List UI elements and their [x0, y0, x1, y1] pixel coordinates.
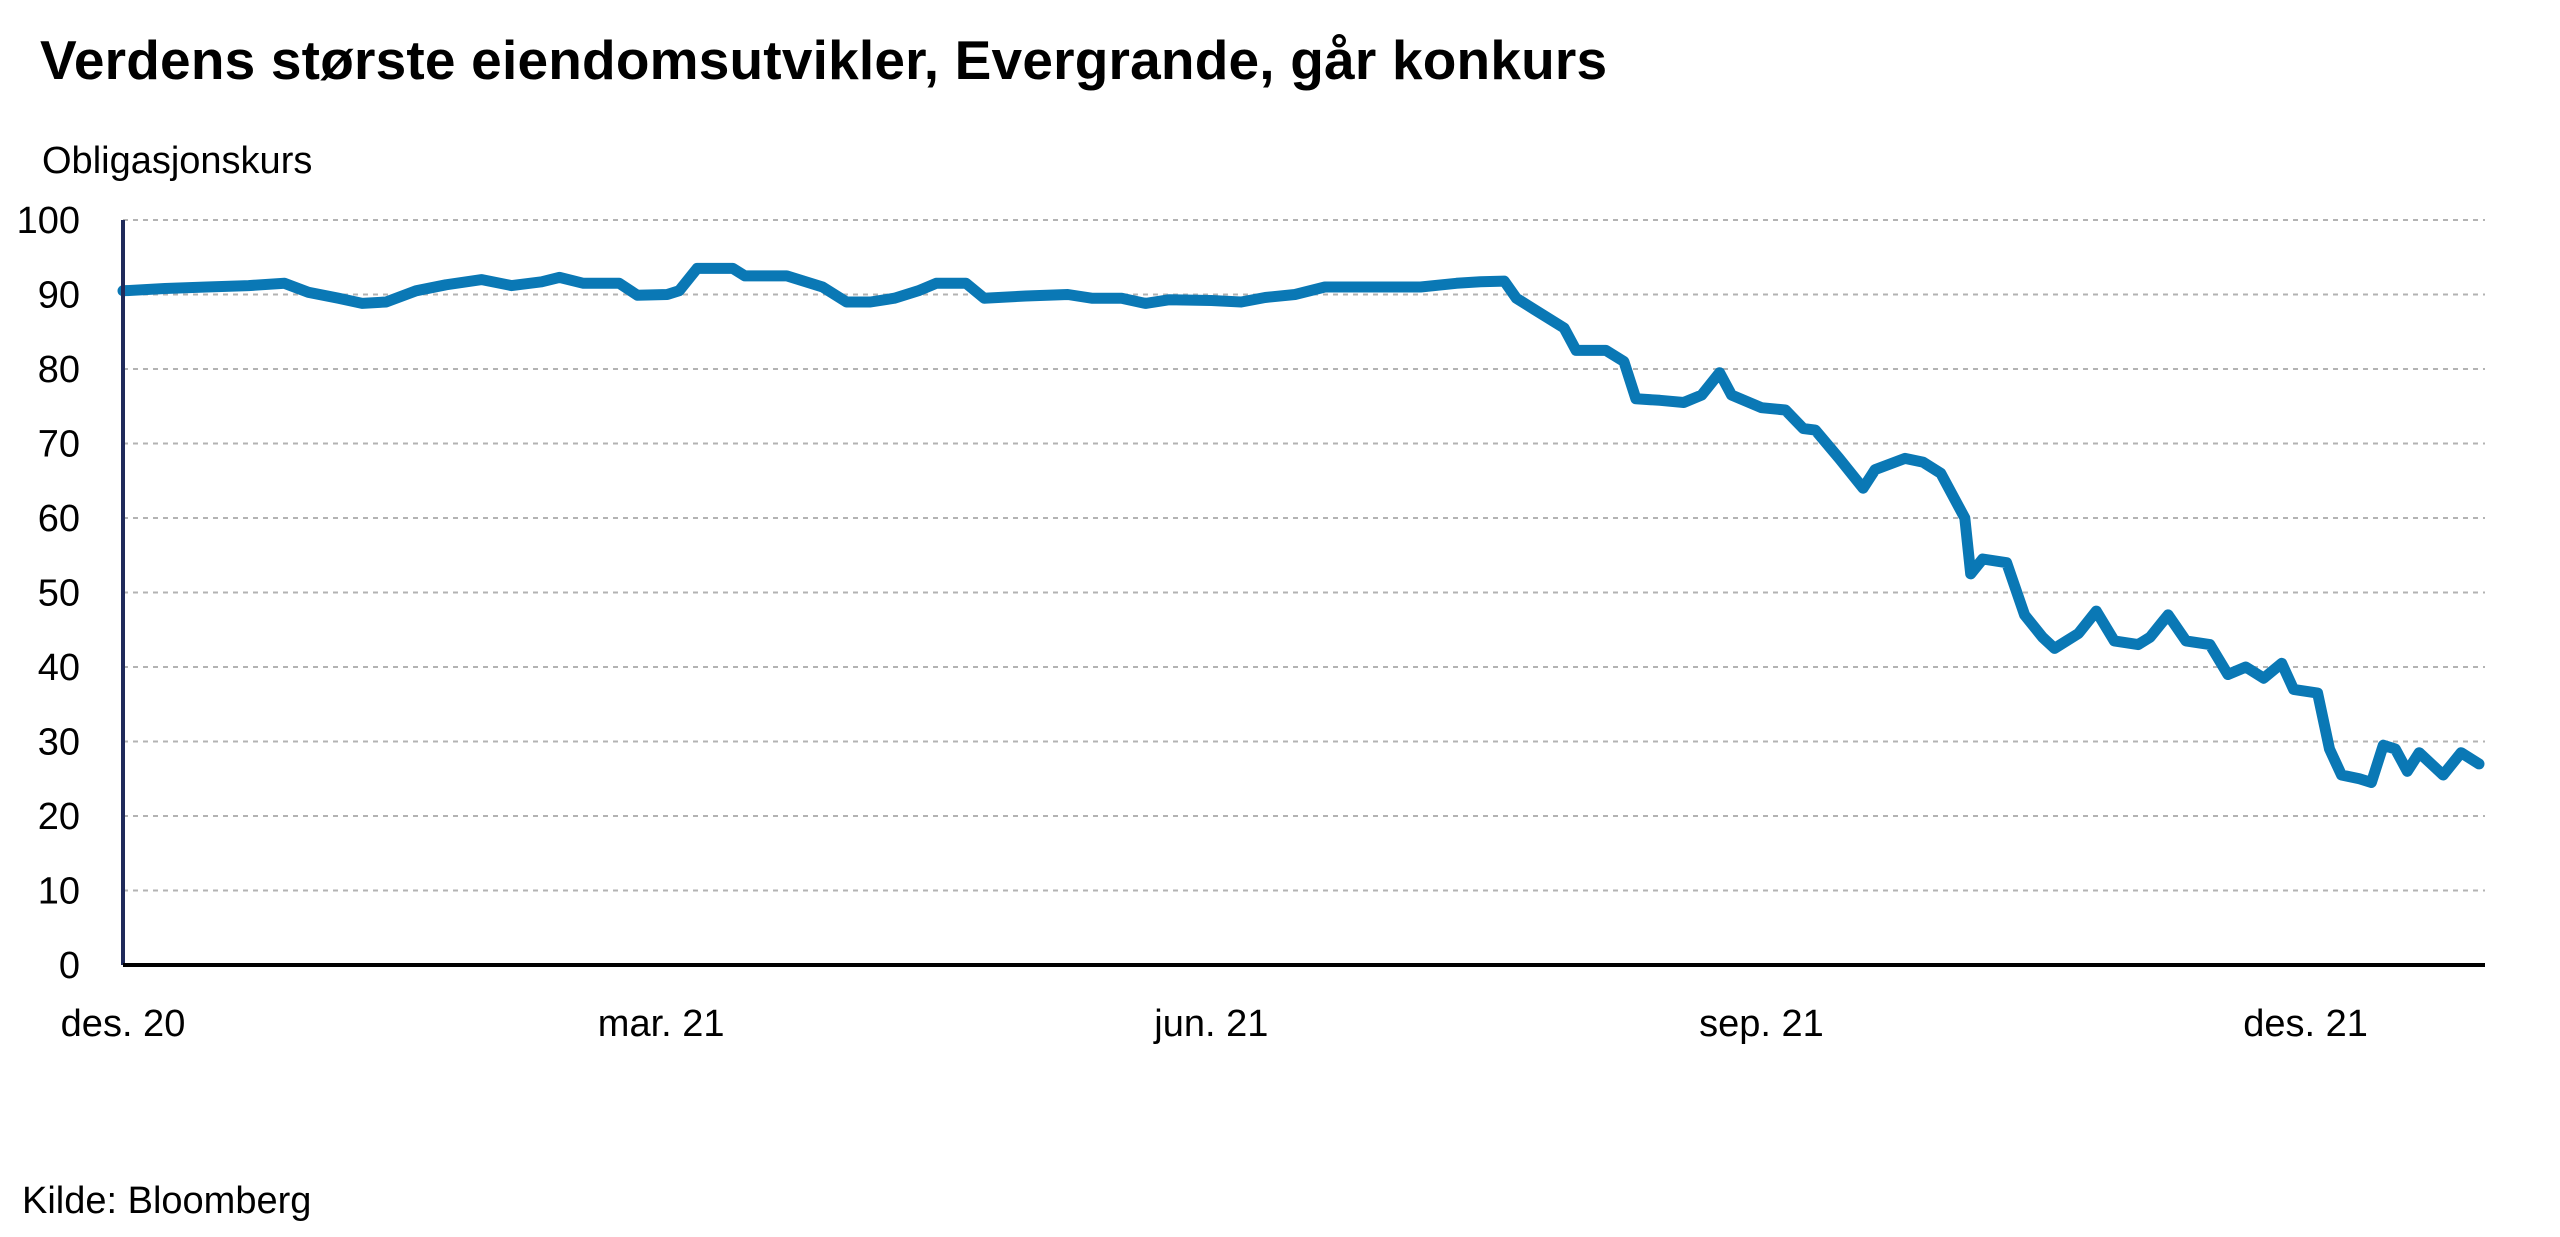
x-tick-label: mar. 21	[598, 1003, 725, 1045]
y-tick-label: 50	[38, 573, 80, 615]
series-line-0	[117, 262, 2485, 788]
y-tick-label: 0	[59, 945, 80, 987]
y-axis-label: Obligasjonskurs	[42, 140, 313, 182]
chart-title: Verdens største eiendomsutvikler, Evergr…	[40, 29, 1608, 91]
y-tick-label: 60	[38, 498, 80, 540]
x-tick-label: des. 21	[2243, 1003, 2368, 1045]
y-tick-label: 80	[38, 349, 80, 391]
y-tick-label: 70	[38, 424, 80, 466]
x-tick-label: sep. 21	[1699, 1003, 1824, 1045]
y-tick-labels: 0 10 20 30 40 50 60 70 80 90 100	[17, 200, 80, 987]
y-tick-label: 40	[38, 647, 80, 689]
y-tick-label: 100	[17, 200, 80, 242]
x-tick-labels: des. 20 mar. 21 jun. 21 sep. 21 des. 21	[61, 1003, 2368, 1045]
series-layer	[117, 262, 2485, 788]
x-tick-label: des. 20	[61, 1003, 186, 1045]
y-tick-label: 20	[38, 796, 80, 838]
source-note: Kilde: Bloomberg	[22, 1180, 312, 1222]
y-tick-label: 90	[38, 275, 80, 317]
y-tick-label: 10	[38, 871, 80, 913]
y-tick-label: 30	[38, 722, 80, 764]
x-tick-label: jun. 21	[1153, 1003, 1268, 1045]
gridlines	[123, 219, 2485, 892]
